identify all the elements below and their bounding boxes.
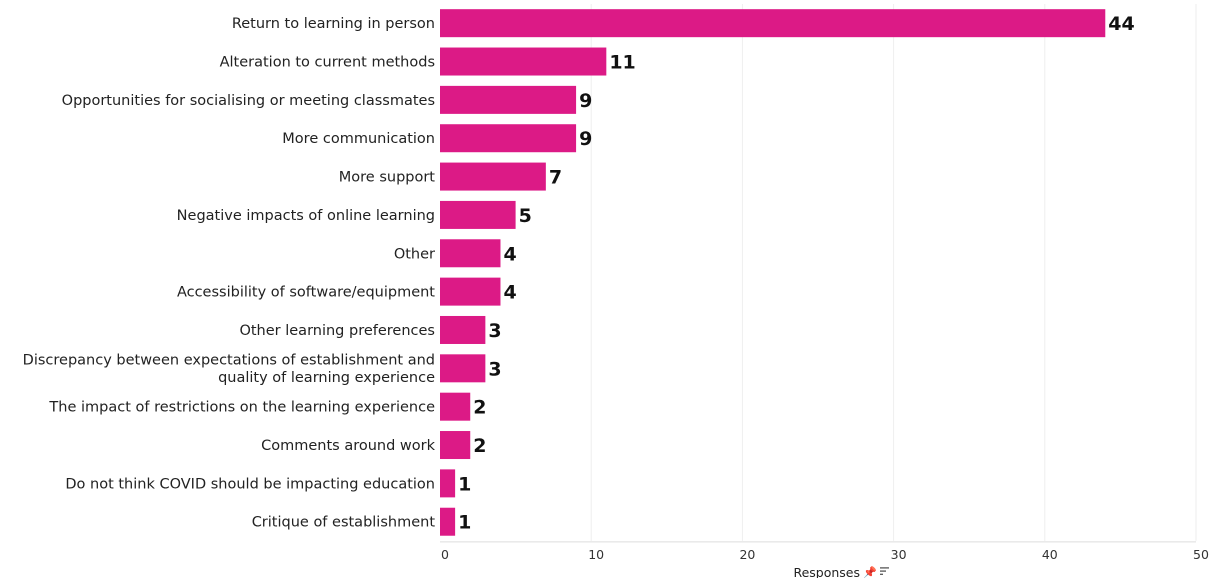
- value-label-8: 3: [488, 320, 501, 342]
- category-label-8: Other learning preferences: [239, 323, 435, 339]
- value-label-9: 3: [488, 358, 501, 380]
- category-label-5: Negative impacts of online learning: [177, 208, 435, 224]
- value-label-5: 5: [519, 205, 532, 227]
- value-label-12: 1: [458, 473, 471, 495]
- bar-12[interactable]: [440, 469, 456, 498]
- x-tick-label-50: 50: [1193, 547, 1209, 562]
- category-label-line: Return to learning in person: [232, 16, 435, 32]
- bar-8[interactable]: [440, 315, 486, 344]
- category-label-13: Critique of establishment: [252, 515, 436, 531]
- value-label-3: 9: [579, 128, 592, 150]
- sort-icon[interactable]: [880, 567, 889, 575]
- category-label-line: Opportunities for socialising or meeting…: [62, 93, 435, 109]
- pin-glyph: 📌: [863, 565, 877, 578]
- bar-13[interactable]: [440, 507, 456, 536]
- category-label-7: Accessibility of software/equipment: [177, 285, 435, 301]
- value-label-2: 9: [579, 90, 592, 112]
- pin-icon[interactable]: 📌: [863, 565, 877, 578]
- category-labels: Return to learning in person Alteration t…: [23, 16, 436, 531]
- category-label-line: Other: [394, 246, 435, 262]
- bar-3[interactable]: [440, 124, 577, 153]
- category-label-line: The impact of restrictions on the learni…: [48, 400, 435, 416]
- value-label-7: 4: [503, 282, 516, 304]
- value-label-6: 4: [503, 243, 516, 265]
- category-label-line: Other learning preferences: [239, 323, 435, 339]
- category-label-4: More support: [339, 170, 436, 186]
- category-label-line: Accessibility of software/equipment: [177, 285, 435, 301]
- x-axis-title-group: Responses 📌: [793, 565, 889, 578]
- bar-5[interactable]: [440, 200, 516, 229]
- x-axis-ticks: 0 10 20 30 40 50: [441, 547, 1209, 562]
- category-label-12: Do not think COVID should be impacting e…: [65, 476, 435, 492]
- category-label-3: More communication: [282, 131, 435, 147]
- category-label-10: The impact of restrictions on the learni…: [48, 400, 435, 416]
- value-label-10: 2: [473, 397, 486, 419]
- x-tick-label-10: 10: [588, 547, 604, 562]
- category-label-9: Discrepancy between expectations of esta…: [23, 353, 435, 387]
- bar-9[interactable]: [440, 354, 486, 383]
- value-label-1: 11: [609, 52, 635, 74]
- category-label-line: quality of learning experience: [218, 370, 435, 386]
- category-label-line: Discrepancy between expectations of esta…: [23, 353, 435, 369]
- bar-0[interactable]: [440, 9, 1106, 38]
- x-tick-label-40: 40: [1042, 547, 1058, 562]
- category-label-6: Other: [394, 246, 435, 262]
- bar-6[interactable]: [440, 239, 501, 268]
- category-label-line: Critique of establishment: [252, 515, 436, 531]
- bars: [440, 9, 1106, 536]
- category-label-line: Alteration to current methods: [220, 55, 435, 71]
- value-label-0: 44: [1108, 13, 1134, 35]
- category-label-0: Return to learning in person: [232, 16, 435, 32]
- value-label-11: 2: [473, 435, 486, 457]
- value-label-13: 1: [458, 512, 471, 534]
- bar-4[interactable]: [440, 162, 546, 191]
- grid-lines: [440, 4, 1197, 543]
- category-label-line: Do not think COVID should be impacting e…: [65, 476, 435, 492]
- bar-11[interactable]: [440, 431, 471, 460]
- x-tick-label-0: 0: [441, 547, 449, 562]
- category-label-line: More support: [339, 170, 436, 186]
- category-label-2: Opportunities for socialising or meeting…: [62, 93, 435, 109]
- category-label-1: Alteration to current methods: [220, 55, 435, 71]
- category-label-11: Comments around work: [261, 438, 435, 454]
- x-tick-label-20: 20: [739, 547, 755, 562]
- x-tick-label-30: 30: [891, 547, 907, 562]
- category-label-line: Comments around work: [261, 438, 435, 454]
- bar-2[interactable]: [440, 85, 577, 114]
- x-axis-title: Responses: [793, 565, 860, 578]
- category-label-line: Negative impacts of online learning: [177, 208, 435, 224]
- bar-7[interactable]: [440, 277, 501, 306]
- bar-1[interactable]: [440, 47, 607, 76]
- category-label-line: More communication: [282, 131, 435, 147]
- bar-10[interactable]: [440, 392, 471, 421]
- value-label-4: 7: [549, 167, 562, 189]
